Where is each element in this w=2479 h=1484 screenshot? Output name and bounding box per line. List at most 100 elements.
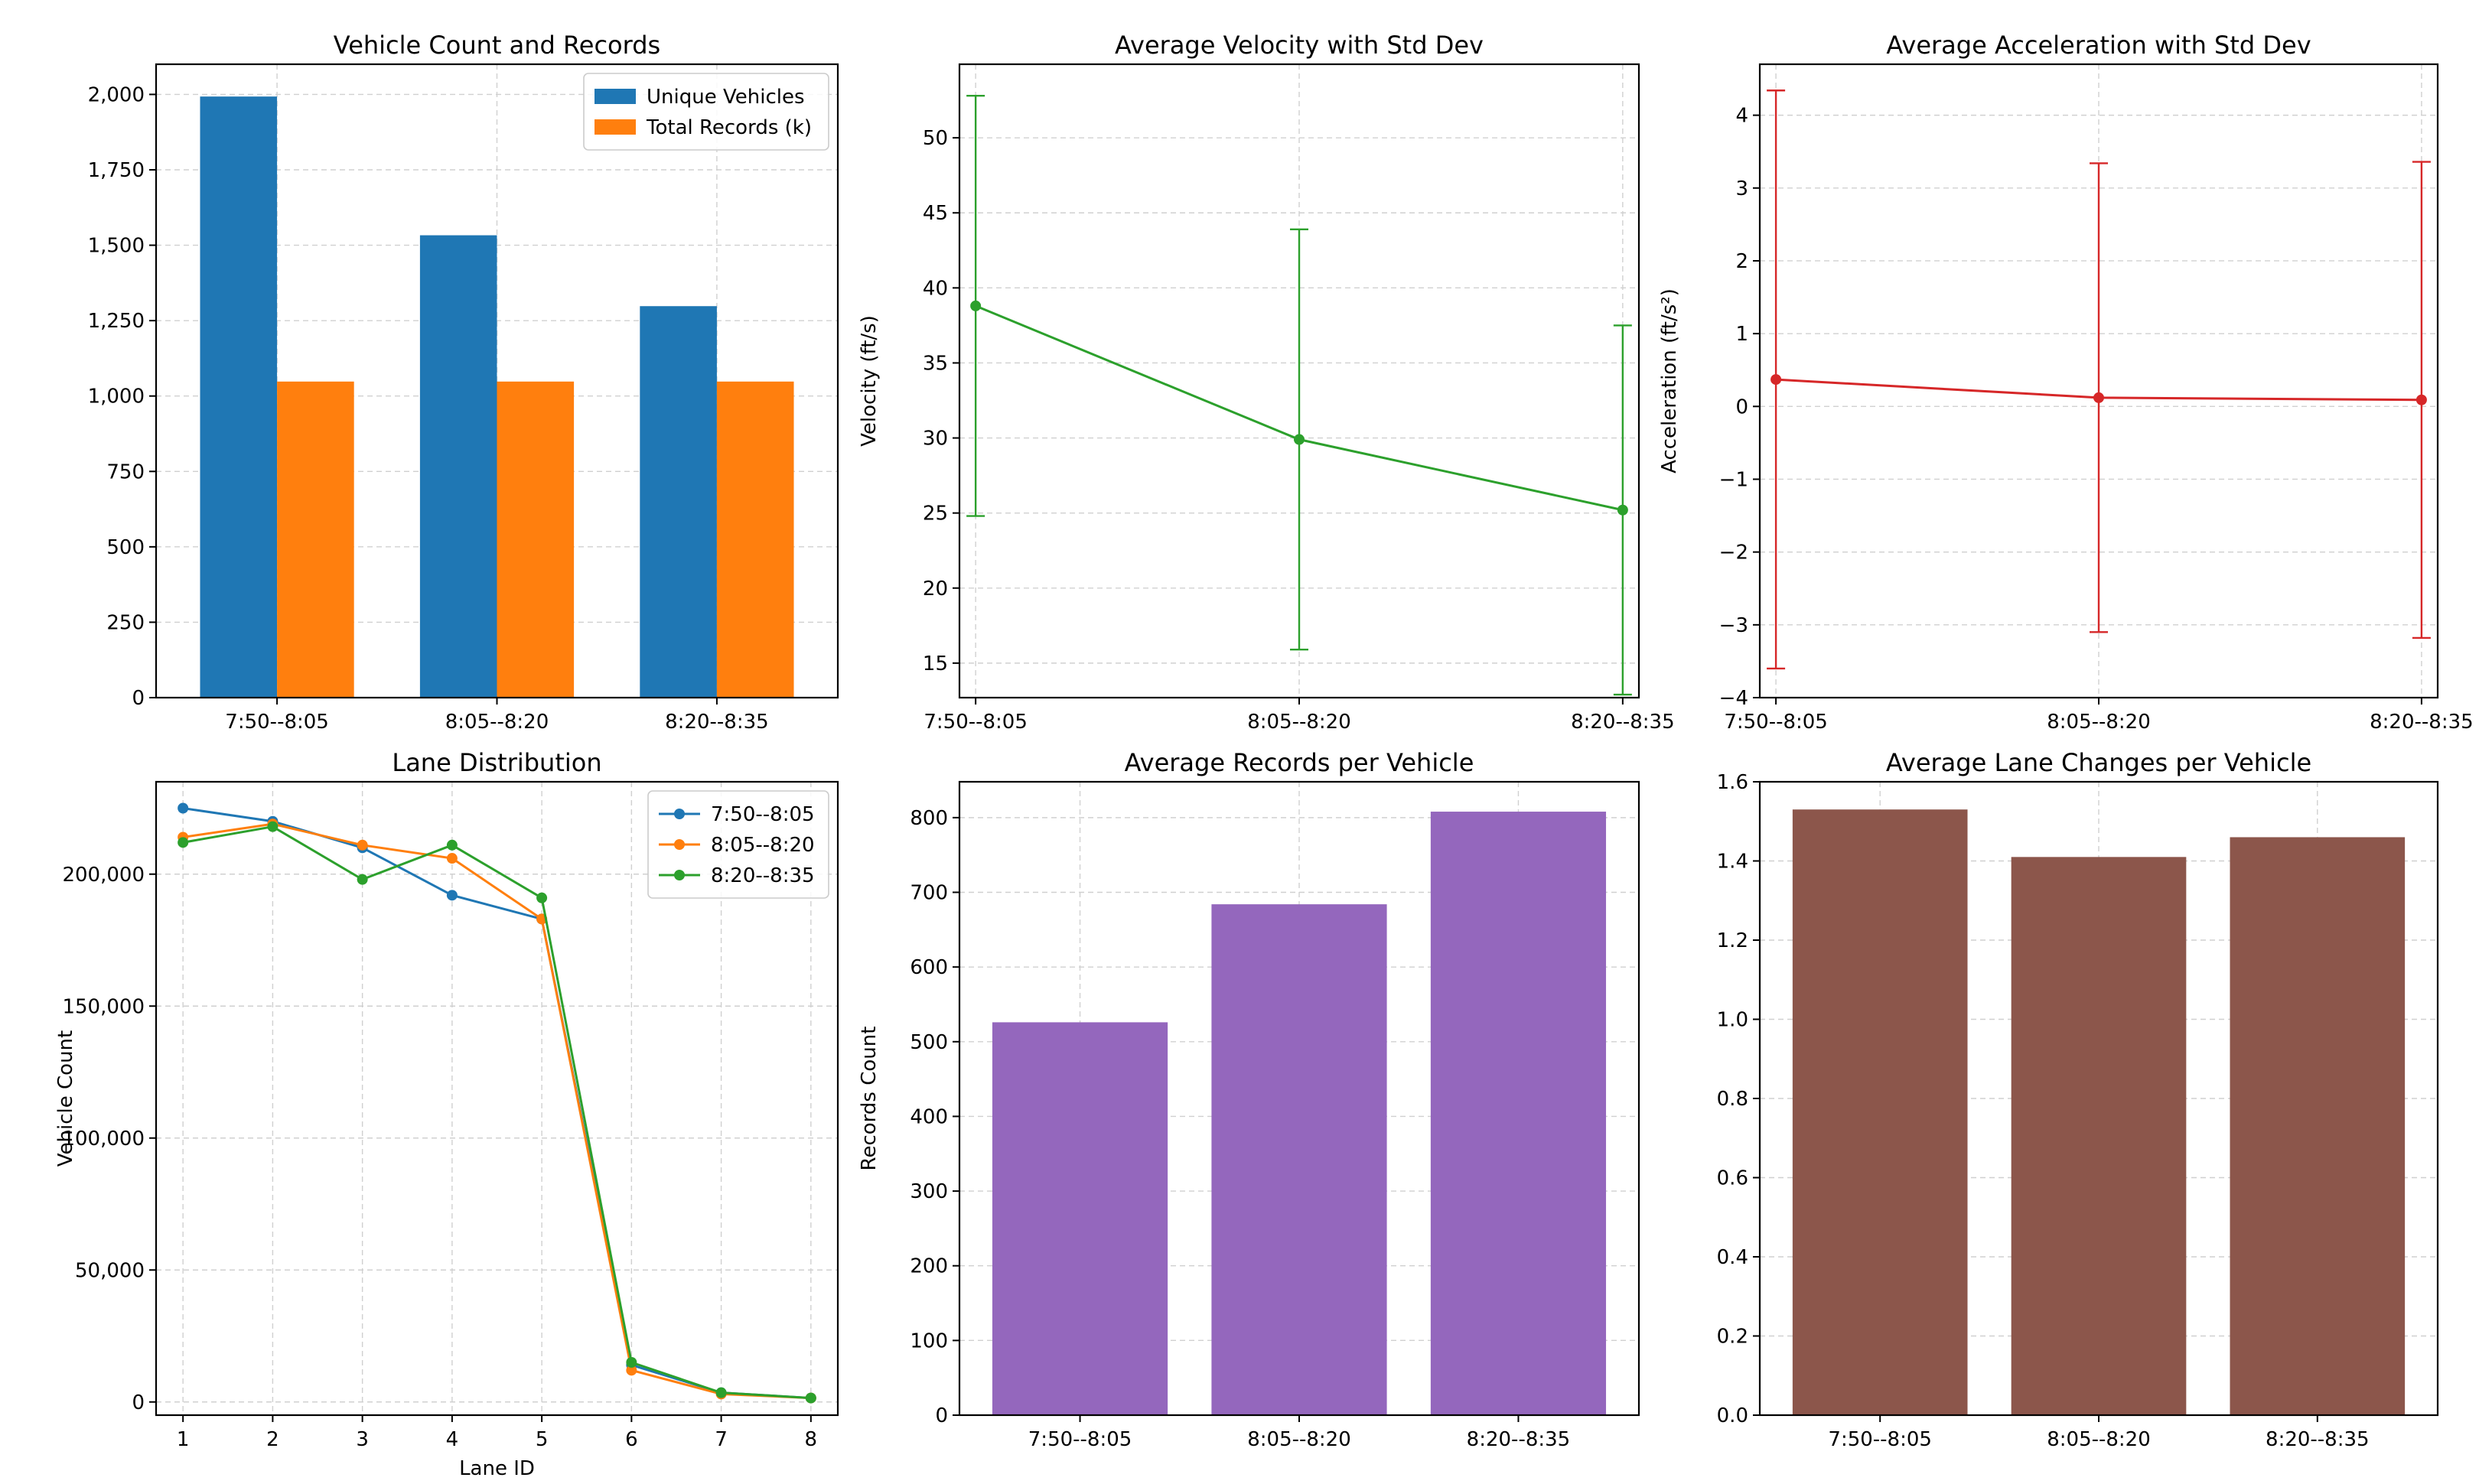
p1-ytick-label: 40 <box>923 277 948 300</box>
p1-ytick-label: 30 <box>923 428 948 451</box>
p2-ytick-label: −1 <box>1719 468 1748 491</box>
p4-ytick-label: 100 <box>910 1329 948 1352</box>
p1-ytick-label: 20 <box>923 578 948 600</box>
p5-bar-s0-c2 <box>2230 837 2406 1415</box>
p4-ytick-label: 200 <box>910 1255 948 1278</box>
axes-frame-lane-distribution <box>155 780 839 1417</box>
p3-legend-box <box>647 790 829 899</box>
p3-series-line-1 <box>182 822 811 1400</box>
p3-data-point-2 <box>715 1387 727 1398</box>
p3-data-point-1 <box>626 1365 637 1376</box>
ticks-velocity: 15 20 25 30 35 40 45 50 7:50--8:05 8:05--8:20 8:20… <box>923 127 1675 734</box>
p4-ytick-label: 400 <box>910 1105 948 1128</box>
p0-ytick-label: 500 <box>106 536 145 559</box>
chart-title-velocity: Average Velocity with Std Dev <box>1115 31 1484 60</box>
chart-title-lane-changes: Average Lane Changes per Vehicle <box>1886 748 2311 777</box>
chart-title-records-per-vehicle: Average Records per Vehicle <box>1125 748 1474 777</box>
p5-bar-s0-c0 <box>1792 809 1968 1415</box>
p3-legend-label-1: 8:05--8:20 <box>711 834 815 857</box>
panel-velocity: 15 20 25 30 35 40 45 50 7:50--8:05 8:05--8:20 8:20… <box>858 31 1675 734</box>
p3-xtick-label: 1 <box>177 1428 190 1451</box>
p5-ytick-label: 1.4 <box>1717 851 1748 874</box>
p3-ytick-label: 0 <box>132 1391 145 1414</box>
p5-ytick-label: 0.4 <box>1717 1246 1748 1269</box>
marks-lane-distribution <box>178 802 816 1404</box>
panel-records-per-vehicle: 0 100 200 300 400 500 600 700 800 7:50--8:05 8:05-… <box>858 748 1640 1451</box>
p1-ytick-label: 15 <box>923 653 948 675</box>
p1-ytick-label: 35 <box>923 352 948 375</box>
p0-legend-swatch-1 <box>595 119 636 135</box>
p3-xtick-label: 3 <box>356 1428 369 1451</box>
p5-ytick-label: 0.8 <box>1717 1088 1748 1111</box>
ticks-records-per-vehicle: 0 100 200 300 400 500 600 700 800 7:50--8:05 8:05-… <box>910 807 1570 1451</box>
p2-ytick-label: 0 <box>1735 395 1748 418</box>
p0-ytick-label: 2,000 <box>88 83 145 106</box>
p1-data-point <box>1294 434 1305 445</box>
p3-xtick-label: 4 <box>446 1428 459 1451</box>
p3-data-point-0 <box>446 890 458 901</box>
p3-data-point-2 <box>357 874 368 885</box>
p2-xtick-label: 8:20--8:35 <box>2370 711 2474 734</box>
ticks-vehicle-count: 0 250 500 750 1,000 1,250 1,500 1,750 2,000 7:50-… <box>88 83 769 734</box>
p4-ytick-label: 0 <box>935 1404 948 1427</box>
marks-velocity <box>966 95 1632 696</box>
p2-ytick-label: 2 <box>1735 250 1748 273</box>
p3-data-point-2 <box>178 837 189 848</box>
y-axis-label-lane-distribution: Vehicle Count <box>54 1030 77 1167</box>
p0-xtick-label: 8:20--8:35 <box>665 711 769 734</box>
p2-ytick-label: −3 <box>1719 614 1748 637</box>
p3-data-point-1 <box>446 853 458 864</box>
p0-bar-s0-c1 <box>419 235 497 698</box>
p2-data-point <box>1770 374 1782 386</box>
ticks-lane-changes: 0.0 0.2 0.4 0.6 0.8 1.0 1.2 1.4 1.6 7:50--8:05 8:0… <box>1717 771 2370 1451</box>
p0-ytick-label: 1,500 <box>88 235 145 258</box>
p3-ytick-label: 200,000 <box>62 864 145 887</box>
p0-legend-label-0: Unique Vehicles <box>647 86 805 109</box>
p3-xtick-label: 7 <box>715 1428 728 1451</box>
p4-bar-s0-c2 <box>1430 812 1607 1415</box>
chart-title-lane-distribution: Lane Distribution <box>392 748 601 777</box>
p0-legend-swatch-0 <box>595 89 636 104</box>
y-axis-label-records-per-vehicle: Records Count <box>858 1027 881 1171</box>
p0-ytick-label: 750 <box>106 460 145 483</box>
p3-legend-marker-1 <box>674 839 685 850</box>
p0-xtick-label: 8:05--8:20 <box>445 711 549 734</box>
chart-title-acceleration: Average Acceleration with Std Dev <box>1886 31 2311 60</box>
y-axis-label-acceleration: Acceleration (ft/s²) <box>1658 288 1681 474</box>
p5-ytick-label: 0.0 <box>1717 1404 1748 1427</box>
panel-vehicle-count: 0 250 500 750 1,000 1,250 1,500 1,750 2,000 7:50-… <box>88 31 839 734</box>
marks-acceleration <box>1767 89 2431 670</box>
p3-legend-marker-0 <box>674 809 685 819</box>
p0-xtick-label: 7:50--8:05 <box>225 711 329 734</box>
p5-ytick-label: 0.2 <box>1717 1326 1748 1349</box>
p3-legend-label-0: 7:50--8:05 <box>711 803 815 826</box>
legend-vehicle-count: Unique Vehicles Total Records (k) <box>583 73 829 151</box>
p3-data-point-2 <box>267 821 279 832</box>
p2-ytick-label: 3 <box>1735 177 1748 200</box>
panel-lane-changes: 0.0 0.2 0.4 0.6 0.8 1.0 1.2 1.4 1.6 7:50--8:05 8:0… <box>1717 748 2439 1451</box>
p2-xtick-label: 8:05--8:20 <box>2047 711 2151 734</box>
p5-xtick-label: 7:50--8:05 <box>1828 1428 1932 1451</box>
legend-lane-distribution: 7:50--8:05 8:05--8:20 8:20--8:35 <box>647 790 829 899</box>
p4-ytick-label: 500 <box>910 1031 948 1054</box>
p5-bar-s0-c1 <box>2011 857 2187 1415</box>
p4-bar-s0-c0 <box>992 1022 1168 1415</box>
p1-xtick-label: 7:50--8:05 <box>924 711 1028 734</box>
p3-xtick-label: 8 <box>805 1428 818 1451</box>
p3-xtick-label: 2 <box>266 1428 279 1451</box>
p2-xtick-label: 7:50--8:05 <box>1724 711 1828 734</box>
p2-data-point <box>2415 394 2427 405</box>
p1-data-point <box>970 300 982 311</box>
ticks-acceleration: −4 −3 −2 −1 0 1 2 3 4 7:50--8:05 8:05--8:20 8:20--8… <box>1719 105 2474 734</box>
p2-ytick-label: 4 <box>1735 105 1748 128</box>
p3-data-point-2 <box>446 839 458 851</box>
p3-xtick-label: 6 <box>625 1428 638 1451</box>
p3-ytick-label: 50,000 <box>75 1259 145 1282</box>
p0-legend-box <box>583 73 829 151</box>
p4-xtick-label: 8:05--8:20 <box>1247 1428 1351 1451</box>
p5-ytick-label: 1.2 <box>1717 929 1748 952</box>
p4-xtick-label: 8:20--8:35 <box>1467 1428 1571 1451</box>
ticks-lane-distribution: 0 50,000 100,000 150,000 200,000 1 2 3 4 5 6 7 8 <box>62 864 817 1451</box>
p0-bar-s1-c1 <box>497 381 575 698</box>
p1-ytick-label: 50 <box>923 127 948 150</box>
